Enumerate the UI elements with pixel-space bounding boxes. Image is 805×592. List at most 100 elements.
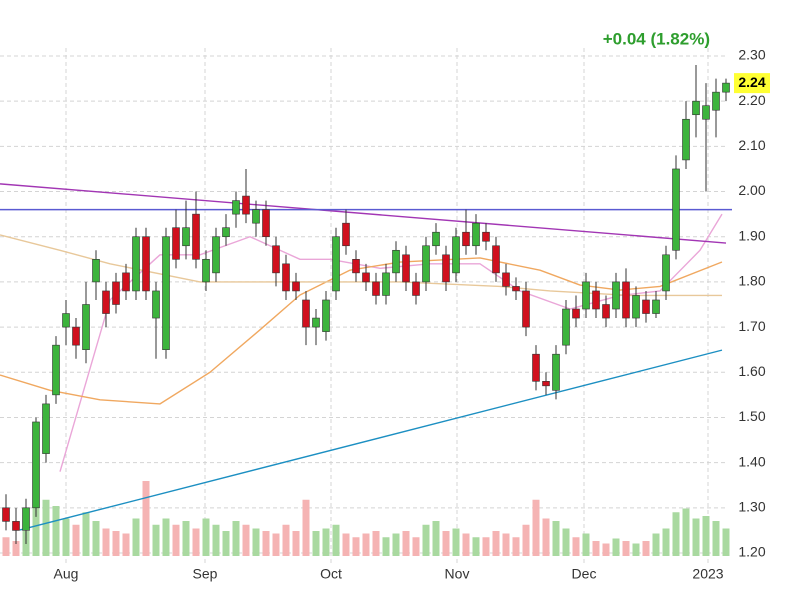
candle-body [22, 507, 30, 531]
candle-body [272, 245, 280, 274]
volume-bar [622, 541, 630, 556]
last-price-tag [734, 73, 770, 94]
volume-bar [252, 528, 260, 556]
candle-body [412, 281, 420, 296]
candle-body [462, 231, 470, 247]
candle-body [302, 299, 310, 328]
candle-body [242, 195, 250, 215]
volume-bar [542, 518, 550, 556]
candle-body [682, 118, 690, 161]
candle-body [32, 421, 40, 509]
candle-body [232, 200, 240, 215]
candle-body [422, 245, 430, 283]
volume-bar [412, 537, 420, 556]
candle-body [532, 353, 540, 382]
volume-bar [282, 524, 290, 556]
volume-bar [322, 528, 330, 556]
volume-bar [712, 521, 720, 556]
volume-bar [142, 481, 150, 556]
y-tick-label: 1.80 [738, 273, 765, 289]
volume-bar [382, 537, 390, 556]
y-tick-label: 2.20 [738, 92, 765, 108]
moving-average [0, 257, 723, 405]
candle-body [312, 317, 320, 328]
candle-body [402, 254, 410, 283]
moving-average [0, 234, 722, 297]
volume-bar [502, 533, 510, 556]
volume-bar [52, 506, 60, 556]
candle-body [12, 521, 20, 531]
y-tick-label: 2.30 [738, 47, 765, 63]
candle-body [212, 236, 220, 274]
volume-bar [172, 524, 180, 556]
candle-body [702, 105, 710, 120]
candle-body [152, 290, 160, 319]
volume-bar [422, 524, 430, 556]
volume-bar [62, 518, 70, 556]
candle-body [482, 231, 490, 242]
volume-bar [92, 521, 100, 556]
volume-bar [272, 533, 280, 556]
volume-bar [42, 499, 50, 556]
volume-bar [632, 543, 640, 556]
volume-bar [72, 524, 80, 556]
candle-body [672, 168, 680, 251]
candle-body [492, 245, 500, 274]
candle-body [692, 100, 700, 116]
volume-bar [312, 531, 320, 556]
volume-bar [152, 524, 160, 556]
volume-bar [202, 518, 210, 556]
volume-bar [652, 533, 660, 556]
volume-bar [612, 538, 620, 556]
candle-body [342, 222, 350, 247]
volume-bar [222, 531, 230, 556]
candle-body [322, 299, 330, 332]
candle-body [622, 281, 630, 319]
y-tick-label: 1.40 [738, 453, 765, 469]
volume-bar [432, 521, 440, 556]
candle-body [712, 91, 720, 111]
volume-bar [662, 528, 670, 556]
candle-body [162, 236, 170, 350]
candle-body [282, 263, 290, 292]
candle-body [502, 272, 510, 287]
volume-bar [212, 524, 220, 556]
volume-bar [702, 516, 710, 556]
candle-body [72, 326, 80, 346]
candle-body [562, 308, 570, 346]
volume-bar [232, 521, 240, 556]
candle-body [102, 290, 110, 314]
volume-bar [582, 533, 590, 556]
candle-body [632, 295, 640, 319]
volume-bar [302, 499, 310, 556]
trend-line [19, 349, 723, 531]
candle-body [392, 249, 400, 274]
volume-bar [332, 524, 340, 556]
x-tick-label: Dec [572, 566, 597, 582]
volume-bar [722, 528, 730, 556]
candle-body [52, 344, 60, 396]
candle-body [292, 281, 300, 292]
volume-bar [642, 541, 650, 556]
candle-body [252, 209, 260, 224]
candle-body [612, 281, 620, 310]
x-tick-label: Oct [320, 566, 342, 582]
volume-bar [462, 533, 470, 556]
candle-body [432, 231, 440, 247]
y-tick-label: 2.10 [738, 137, 765, 153]
candle-body [552, 353, 560, 391]
candle-body [542, 381, 550, 387]
volume-bar [102, 528, 110, 556]
candle-body [572, 308, 580, 319]
candle-body [592, 290, 600, 310]
candle-body [2, 507, 10, 522]
candle-body [62, 313, 70, 328]
volume-bar [532, 499, 540, 556]
candle-body [372, 281, 380, 296]
candle-body [472, 222, 480, 247]
volume-bar [122, 533, 130, 556]
volume-bar [242, 524, 250, 556]
volume-bar [672, 512, 680, 556]
volume-bar [602, 543, 610, 556]
volume-bar [592, 541, 600, 556]
